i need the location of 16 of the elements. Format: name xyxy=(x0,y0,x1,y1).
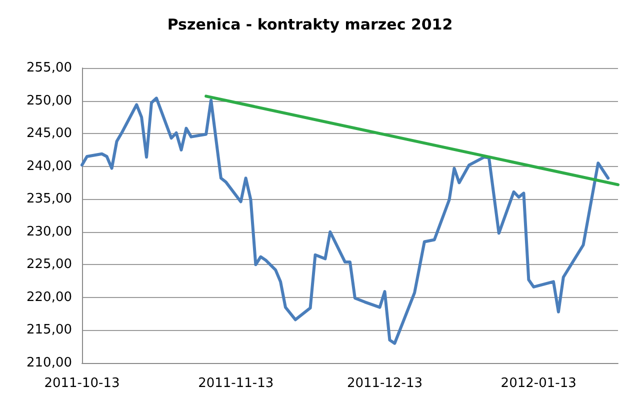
x-tick-label: 2011-11-13 xyxy=(198,376,274,391)
y-tick-label: 230,00 xyxy=(26,224,72,240)
x-tick-label: 2011-10-13 xyxy=(44,376,120,391)
y-tick-label: 255,00 xyxy=(26,60,72,76)
y-tick-label: 250,00 xyxy=(26,93,72,108)
line-series xyxy=(80,96,610,345)
y-tick-label: 225,00 xyxy=(26,257,72,272)
x-tick-label: 2011-12-13 xyxy=(346,376,423,391)
y-tick-label: 220,00 xyxy=(26,290,72,305)
y-tick-label: 245,00 xyxy=(26,126,72,142)
x-tick-label: 2012-01-13 xyxy=(500,376,576,391)
y-tick-label: 215,00 xyxy=(26,322,72,338)
chart-title: Pszenica - kontrakty marzec 2012 xyxy=(167,16,453,34)
y-tick-label: 240,00 xyxy=(26,158,72,174)
y-tick-label: 210,00 xyxy=(26,356,72,370)
y-tick-label: 235,00 xyxy=(26,192,72,207)
